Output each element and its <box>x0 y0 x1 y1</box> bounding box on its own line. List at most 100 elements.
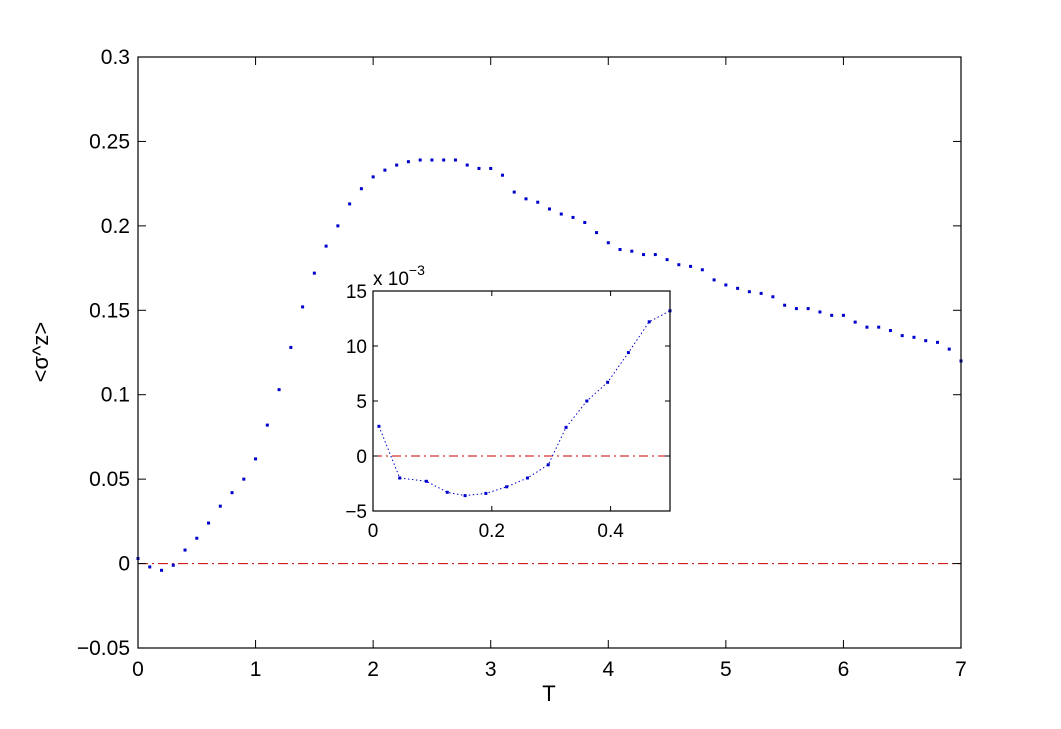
data-point <box>677 263 681 267</box>
data-point <box>505 485 509 489</box>
y-tick-label: 0.15 <box>89 299 130 322</box>
data-point <box>489 166 493 170</box>
data-point <box>242 477 246 481</box>
x-tick-label: 0 <box>368 521 379 542</box>
main-axes-frame <box>137 56 962 649</box>
data-point <box>406 160 410 164</box>
main-x-axis-label: T <box>542 681 555 706</box>
data-point <box>818 310 822 314</box>
y-tick-label: 0.05 <box>89 468 130 491</box>
data-point <box>606 241 610 245</box>
data-point <box>935 340 939 344</box>
data-point <box>445 490 449 494</box>
x-tick-label: 0 <box>132 658 144 681</box>
data-point <box>536 200 540 204</box>
data-point <box>424 479 428 483</box>
data-point <box>924 339 928 343</box>
data-point <box>477 166 481 170</box>
data-point <box>771 295 775 299</box>
data-point <box>265 423 269 427</box>
data-point <box>324 244 328 248</box>
data-point <box>841 313 845 317</box>
data-point <box>865 325 869 329</box>
data-point <box>630 249 634 253</box>
data-point <box>371 175 375 179</box>
y-tick-label: 0.1 <box>101 384 130 407</box>
x-tick-label: 3 <box>485 658 497 681</box>
data-point <box>724 283 728 287</box>
inset-plot-area <box>373 291 670 511</box>
data-point <box>571 215 575 219</box>
data-point <box>626 351 630 355</box>
data-point <box>853 320 857 324</box>
data-point <box>171 563 175 567</box>
data-point <box>877 325 881 329</box>
y-tick-label: 5 <box>356 392 367 413</box>
y-tick-label: 0.2 <box>101 215 130 238</box>
data-point <box>665 258 669 262</box>
main-y-axis-label: <σ^z> <box>28 322 53 383</box>
data-point <box>348 202 352 206</box>
x-tick-label: 5 <box>720 658 732 681</box>
x-tick-label: 7 <box>955 658 967 681</box>
data-point <box>759 291 763 295</box>
inset-series-line <box>378 310 671 497</box>
data-point <box>747 290 751 294</box>
y-tick-label: 0 <box>356 447 367 468</box>
data-point <box>195 536 199 540</box>
data-point <box>383 168 387 172</box>
data-point <box>484 491 488 495</box>
data-point <box>583 220 587 224</box>
data-point <box>595 231 599 235</box>
data-point <box>301 305 305 309</box>
data-point <box>548 207 551 211</box>
inset-scale-label: x 10−3 <box>373 262 425 290</box>
data-point <box>525 476 529 480</box>
data-point <box>585 399 589 403</box>
data-point <box>463 494 467 498</box>
data-point <box>207 521 211 525</box>
data-point <box>336 224 340 228</box>
data-point <box>183 548 187 552</box>
main-x-ticks: 0 1 2 3 4 5 6 7 <box>132 57 967 681</box>
data-point <box>254 457 258 461</box>
data-point <box>524 197 528 201</box>
y-tick-label: −5 <box>345 502 367 523</box>
data-point <box>806 307 810 311</box>
data-point <box>430 158 434 162</box>
data-point <box>700 268 704 272</box>
data-point <box>564 425 568 429</box>
y-tick-label: 15 <box>346 282 367 303</box>
inset-x-ticks: 0 0.2 0.4 <box>368 291 624 542</box>
data-point <box>289 345 293 349</box>
data-point <box>395 163 399 167</box>
y-tick-label: −0.05 <box>77 637 130 660</box>
x-tick-label: 6 <box>838 658 850 681</box>
data-point <box>218 504 222 508</box>
data-point <box>398 476 402 480</box>
data-point <box>830 313 834 317</box>
inset-scale-exponent: −3 <box>409 262 425 278</box>
inset-scale-base: x 10 <box>373 269 409 290</box>
inset-y-ticks: −5 0 5 10 15 <box>345 282 670 523</box>
data-point <box>359 187 363 191</box>
main-series-points <box>136 158 963 572</box>
data-point <box>888 329 892 333</box>
data-point <box>736 286 740 290</box>
data-point <box>312 271 316 275</box>
data-point <box>277 388 281 392</box>
data-point <box>606 380 610 384</box>
data-point <box>230 491 234 495</box>
y-tick-label: 10 <box>346 337 367 358</box>
x-tick-label: 1 <box>250 658 262 681</box>
data-point <box>377 424 381 428</box>
x-tick-label: 2 <box>367 658 379 681</box>
data-point <box>559 212 563 216</box>
x-tick-label: 4 <box>602 658 614 681</box>
data-point <box>442 158 446 162</box>
data-point <box>647 320 651 324</box>
y-tick-label: 0.3 <box>101 46 130 69</box>
